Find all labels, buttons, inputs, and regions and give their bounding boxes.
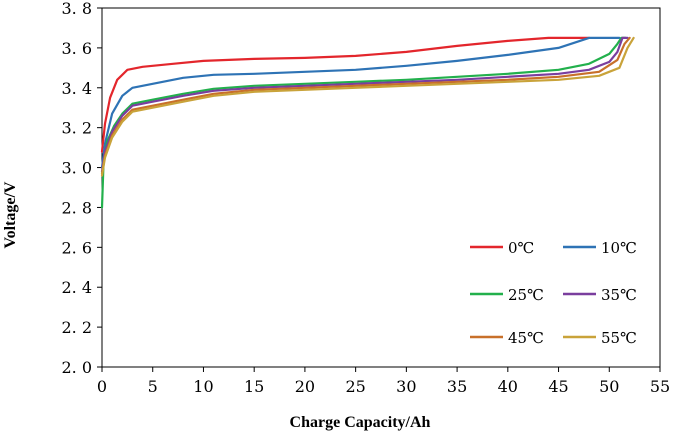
- legend-label: 10℃: [601, 239, 637, 257]
- x-tick-label: 30: [396, 377, 416, 396]
- x-tick-label: 20: [295, 377, 315, 396]
- x-tick-label: 55: [650, 377, 670, 396]
- series-line-0: [100, 36, 591, 153]
- y-tick-label: 2. 6: [61, 238, 92, 257]
- legend-label: 35℃: [601, 286, 637, 304]
- x-tick-label: 15: [244, 377, 264, 396]
- y-tick-label: 2. 8: [61, 198, 92, 217]
- x-tick-label: 35: [447, 377, 467, 396]
- x-axis-title: Charge Capacity/Ah: [290, 414, 431, 431]
- legend-label: 25℃: [508, 286, 544, 304]
- series-line-4: [100, 36, 631, 175]
- legend-label: 55℃: [601, 329, 637, 347]
- axes: 0 5 10 15 20 25 30 35 40 45 50 55 2. 0 2. 2 2. 4 2. 6 2.…: [61, 0, 670, 396]
- series-line-3: [100, 36, 629, 173]
- x-tick-label: 25: [345, 377, 365, 396]
- legend: 0℃ 10℃ 25℃ 35℃ 45℃ 55℃: [470, 239, 637, 347]
- legend-label: 45℃: [508, 329, 544, 347]
- x-tick-label: 10: [193, 377, 213, 396]
- y-tick-label: 2. 2: [61, 318, 92, 337]
- x-tick-label: 45: [548, 377, 568, 396]
- y-tick-label: 3. 0: [61, 159, 92, 178]
- x-tick-label: 0: [97, 377, 107, 396]
- y-tick-label: 3. 2: [61, 119, 92, 138]
- x-tick-label: 50: [599, 377, 619, 396]
- series-line-5: [100, 36, 635, 177]
- series-line-2: [100, 36, 627, 209]
- x-tick-label: 40: [498, 377, 518, 396]
- y-tick-label: 3. 4: [61, 79, 92, 98]
- series-lines: [100, 36, 635, 209]
- x-tick-label: 5: [148, 377, 158, 396]
- y-tick-label: 2. 0: [61, 358, 92, 377]
- series-line-1: [100, 36, 621, 169]
- y-axis-title: Voltage/V: [2, 181, 19, 248]
- y-tick-label: 3. 6: [61, 39, 92, 58]
- legend-label: 0℃: [508, 239, 534, 257]
- y-tick-label: 2. 4: [61, 278, 92, 297]
- y-tick-label: 3. 8: [61, 0, 92, 18]
